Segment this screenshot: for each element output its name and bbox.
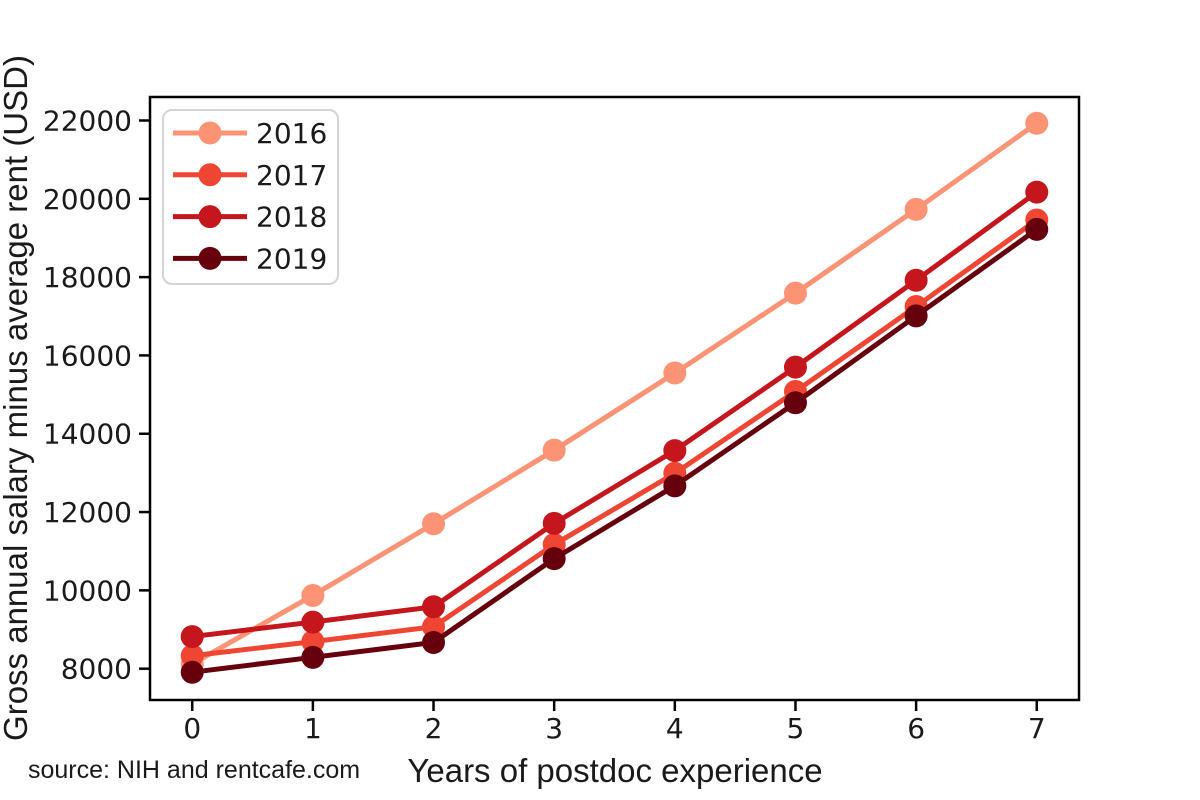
data-point-2018-yr3 [542, 511, 566, 535]
y-tick-label: 12000 [43, 496, 132, 529]
data-point-2019-yr3 [542, 547, 566, 571]
plot-border [148, 95, 1081, 702]
x-tick-label: 4 [666, 712, 684, 745]
legend-label-2019: 2019 [256, 242, 327, 275]
y-tick-label: 20000 [43, 183, 132, 216]
series-layer [180, 111, 1049, 684]
x-tick-label: 6 [907, 712, 925, 745]
y-tick-label: 22000 [43, 104, 132, 137]
data-point-2018-yr4 [663, 439, 687, 463]
y-tick-label: 8000 [61, 653, 132, 686]
y-axis-label: Gross annual salary minus average rent (… [0, 55, 34, 741]
series-line-2016 [189, 120, 1040, 667]
y-tick-label: 10000 [43, 574, 132, 607]
axes-layer: 8000 10000 12000 14000 16000 18000 20000 22000 0… [43, 95, 1081, 745]
data-point-2018-yr0 [180, 625, 204, 649]
data-point-2016-yr7 [1025, 111, 1049, 135]
x-tick-label: 5 [787, 712, 805, 745]
data-point-2019-yr0 [180, 660, 204, 684]
x-tick-label: 1 [304, 712, 322, 745]
legend-label-2017: 2017 [256, 159, 327, 192]
x-tick-label: 2 [425, 712, 443, 745]
source-note: source: NIH and rentcafe.com [28, 756, 360, 784]
y-tick-label: 18000 [43, 261, 132, 294]
data-point-2018-yr1 [301, 610, 325, 634]
series-line-2018 [189, 189, 1040, 640]
legend-label-2016: 2016 [256, 117, 327, 150]
data-point-2016-yr3 [542, 438, 566, 462]
legend-marker-2018 [198, 205, 222, 229]
y-tick-label: 16000 [43, 339, 132, 372]
data-point-2016-yr2 [422, 512, 446, 536]
data-point-2019-yr6 [904, 304, 928, 328]
data-point-2016-yr6 [904, 197, 928, 221]
data-point-2018-yr5 [783, 355, 807, 379]
data-point-2018-yr7 [1025, 180, 1049, 204]
legend-marker-2019 [198, 246, 222, 270]
series-line-2017 [189, 217, 1040, 659]
data-point-2019-yr1 [301, 645, 325, 669]
x-tick-label: 0 [183, 712, 201, 745]
x-tick-label: 3 [545, 712, 563, 745]
data-point-2018-yr6 [904, 268, 928, 292]
x-axis-label: Years of postdoc experience [407, 752, 822, 789]
data-point-2016-yr1 [301, 583, 325, 607]
data-point-2019-yr2 [422, 630, 446, 654]
data-point-2019-yr4 [663, 474, 687, 498]
x-tick-label: 7 [1028, 712, 1046, 745]
data-point-2016-yr4 [663, 361, 687, 385]
data-point-2019-yr7 [1025, 217, 1049, 241]
data-point-2017-yr0 [180, 644, 204, 668]
data-point-2018-yr2 [422, 595, 446, 619]
data-point-2016-yr5 [783, 281, 807, 305]
y-tick-label: 14000 [43, 418, 132, 451]
legend-marker-2017 [198, 163, 222, 187]
legend-marker-2016 [198, 121, 222, 145]
data-point-2019-yr5 [783, 391, 807, 415]
legend-label-2018: 2018 [256, 201, 327, 234]
legend-box [162, 109, 339, 285]
legend: 2016 2017 2018 2019 [162, 109, 339, 285]
series-line-2019 [189, 226, 1040, 675]
